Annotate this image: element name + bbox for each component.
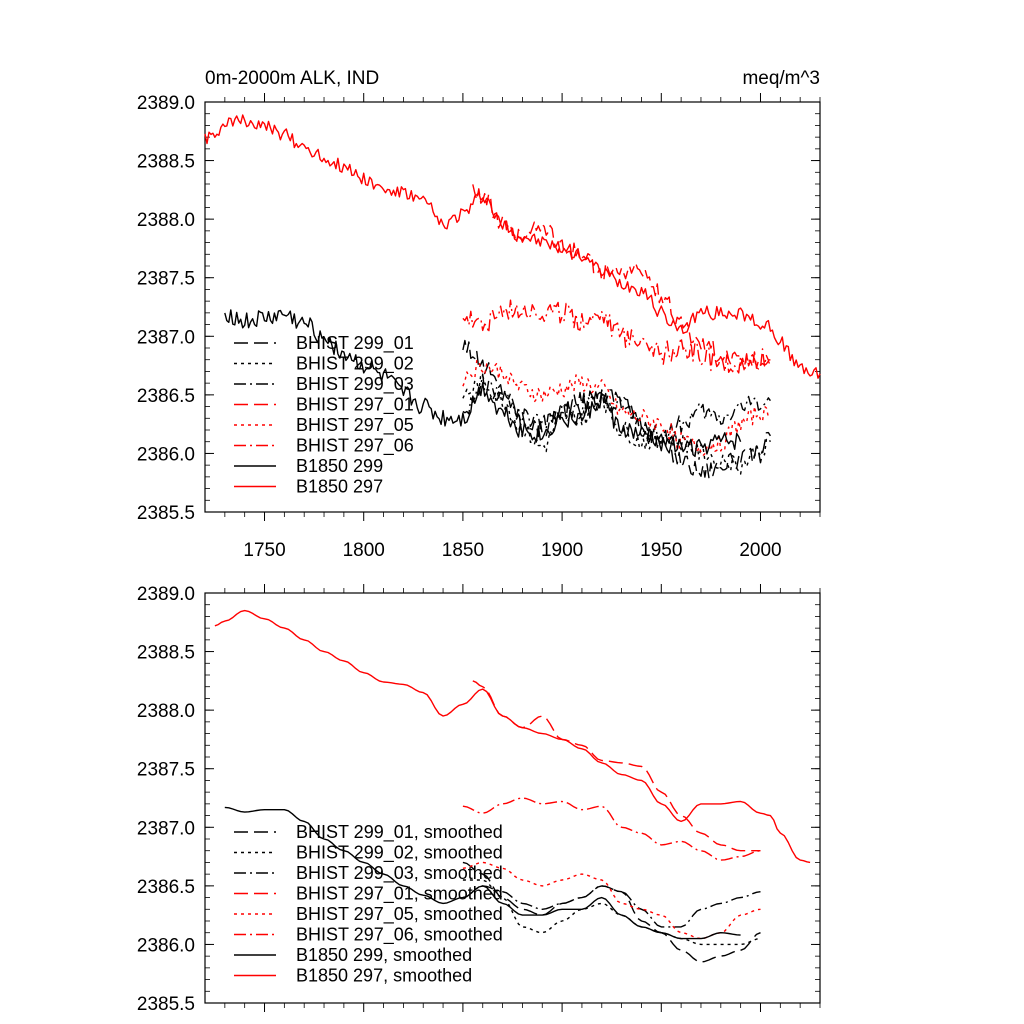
series-line [472, 680, 761, 852]
series-line [462, 299, 771, 374]
legend-label: BHIST 297_05 [296, 415, 414, 436]
y-tick-label: 2386.5 [137, 877, 195, 898]
plot-frame [204, 592, 821, 1004]
y-tick-label: 2388.5 [137, 643, 195, 664]
series-line [462, 879, 761, 946]
legend-label: B1850 299, smoothed [296, 945, 472, 965]
y-tick-label: 2388.5 [137, 152, 195, 173]
legend-label: BHIST 297_01 [296, 395, 414, 416]
plot-frame [204, 101, 821, 513]
series-line [472, 184, 772, 369]
legend-label: BHIST 299_03, smoothed [296, 863, 503, 884]
units-label: meq/m^3 [742, 68, 820, 89]
x-tick-label: 1800 [343, 540, 385, 561]
series-line [224, 806, 741, 940]
legend-label: BHIST 299_01, smoothed [296, 822, 503, 843]
series-line [224, 309, 742, 458]
x-tick-label: 1750 [243, 540, 285, 561]
legend-label: BHIST 299_02, smoothed [296, 843, 503, 864]
y-tick-label: 2388.0 [137, 701, 195, 722]
series-line [462, 339, 771, 479]
series-line [462, 861, 761, 963]
y-tick-label: 2387.0 [137, 327, 195, 348]
y-tick-label: 2387.5 [137, 760, 195, 781]
legend-label: BHIST 299_02 [296, 354, 414, 375]
x-tick-label: 1900 [541, 540, 583, 561]
legend-label: BHIST 297_05, smoothed [296, 904, 503, 925]
y-tick-label: 2385.5 [137, 503, 195, 524]
legend-label: B1850 297, smoothed [296, 966, 472, 986]
y-tick-label: 2385.5 [137, 994, 195, 1015]
y-tick-label: 2386.0 [137, 444, 195, 465]
y-tick-label: 2389.0 [137, 93, 195, 114]
legend-label: BHIST 297_06, smoothed [296, 925, 503, 946]
x-tick-label: 2000 [739, 540, 781, 561]
series-line [462, 797, 761, 861]
series-line [462, 885, 761, 928]
legend-label: BHIST 299_01 [296, 333, 414, 354]
series-line [462, 861, 761, 940]
y-tick-label: 2389.0 [137, 584, 195, 605]
series-line [204, 114, 821, 379]
y-tick-label: 2386.5 [137, 386, 195, 407]
legend-label: B1850 299 [296, 456, 383, 476]
x-tick-label: 1950 [640, 540, 682, 561]
series-line [462, 373, 771, 475]
x-tick-label: 1850 [442, 540, 484, 561]
y-tick-label: 2388.0 [137, 210, 195, 231]
y-tick-label: 2386.0 [137, 935, 195, 956]
legend-label: BHIST 297_01, smoothed [296, 884, 503, 905]
y-tick-label: 2387.5 [137, 269, 195, 290]
legend-label: BHIST 299_03 [296, 374, 414, 395]
chart-title: 0m-2000m ALK, IND [205, 68, 379, 89]
legend-label: B1850 297 [296, 477, 383, 497]
legend-label: BHIST 297_06 [296, 436, 414, 457]
series-line [462, 359, 771, 457]
series-line [214, 609, 811, 864]
y-tick-label: 2387.0 [137, 818, 195, 839]
series-line [462, 373, 771, 444]
